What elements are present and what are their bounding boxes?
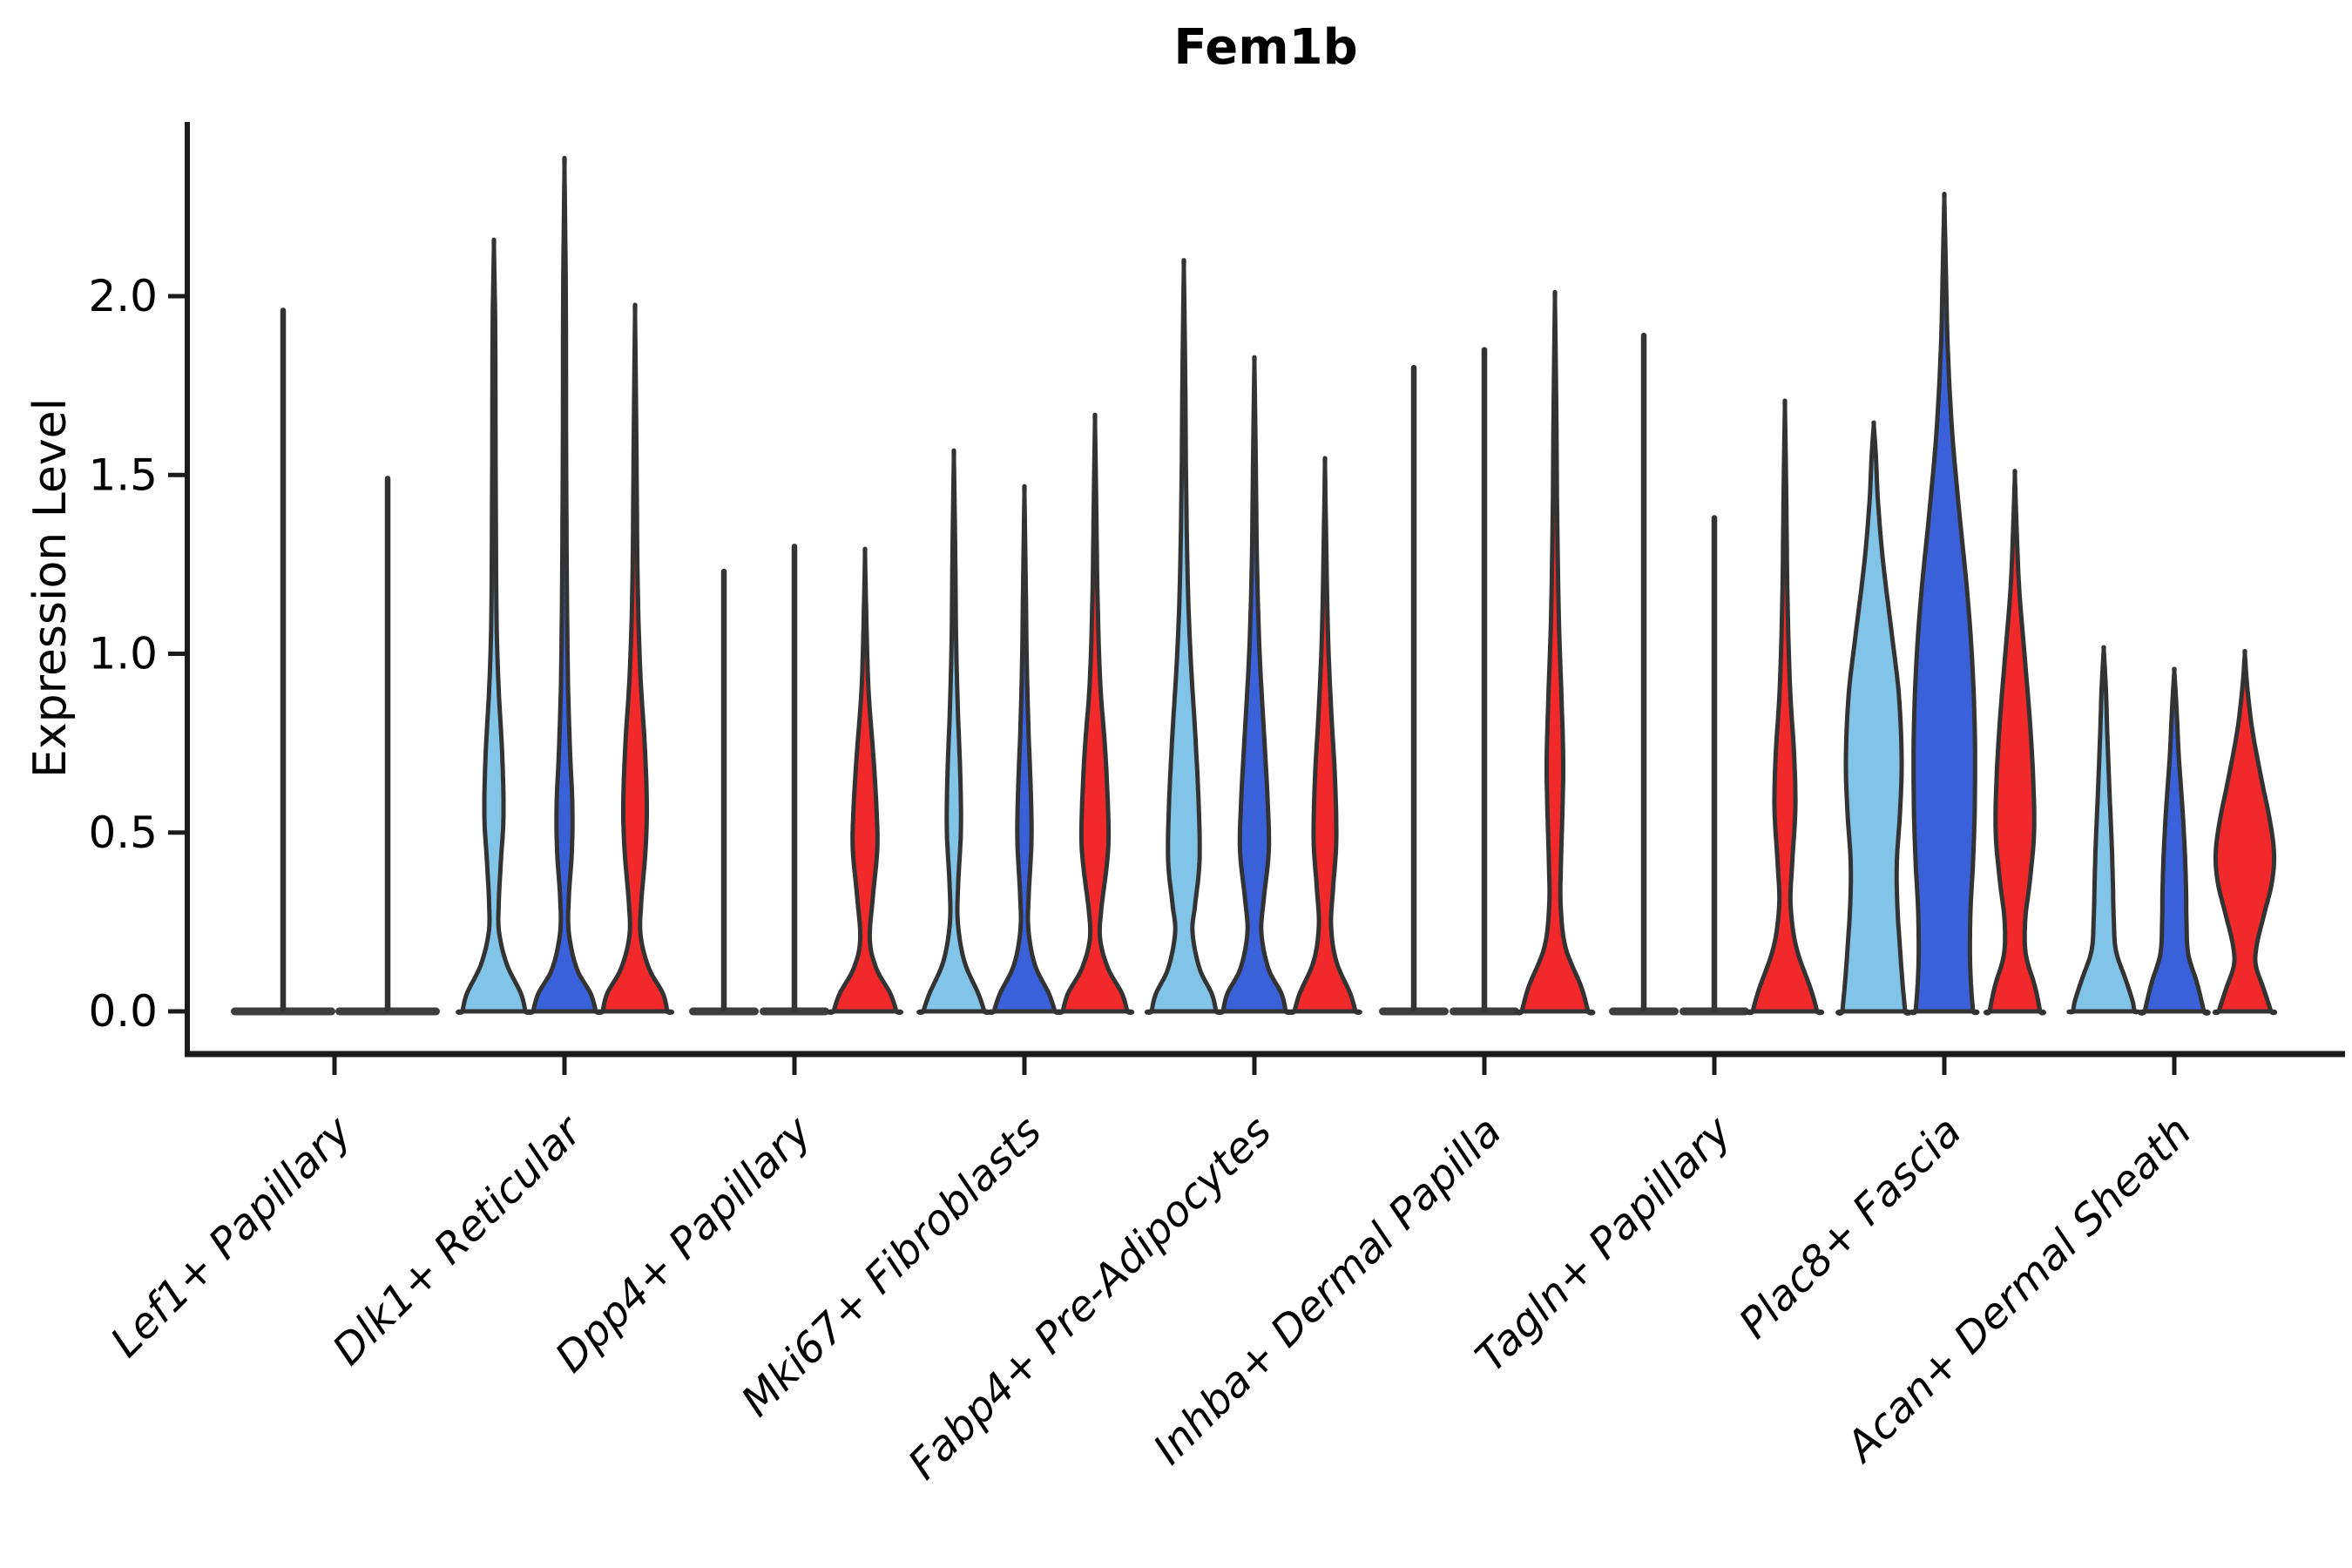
y-tick-label: 2.0 — [88, 271, 158, 321]
violin — [1288, 456, 1362, 1015]
y-axis-label: Expression Level — [24, 397, 77, 779]
violin — [595, 302, 675, 1015]
violin — [1055, 412, 1135, 1015]
violin — [1745, 398, 1825, 1016]
x-tick-label: Dlk1+ Reticular — [323, 1105, 593, 1375]
x-tick-label: Plac8+ Fascia — [1730, 1107, 1971, 1348]
x-tick-label: Lef1+ Papillary — [101, 1106, 362, 1367]
violin — [826, 546, 904, 1015]
violin — [1984, 469, 2046, 1016]
violin — [456, 237, 532, 1015]
x-tick-label: Dpp4+ Papillary — [546, 1106, 821, 1382]
violin — [987, 483, 1062, 1015]
violin — [1216, 355, 1293, 1015]
y-tick-label: 1.0 — [88, 629, 158, 679]
violin — [916, 448, 991, 1015]
violin — [2212, 649, 2278, 1016]
y-tick-label: 0.5 — [88, 808, 158, 858]
violin — [2138, 666, 2211, 1016]
x-tick-label: Tagln+ Papillary — [1466, 1106, 1741, 1382]
violin — [2066, 645, 2141, 1015]
violin — [1144, 258, 1224, 1015]
violin — [526, 155, 603, 1015]
x-tick-label: Fabp4+ Pre-Adipocytes — [899, 1107, 1281, 1490]
violin — [1514, 289, 1596, 1016]
y-tick-label: 0.0 — [88, 986, 158, 1037]
violin — [1835, 420, 1912, 1016]
chart-title: Fem1b — [1173, 19, 1358, 76]
y-tick-label: 1.5 — [88, 449, 158, 500]
violin — [1909, 192, 1980, 1016]
